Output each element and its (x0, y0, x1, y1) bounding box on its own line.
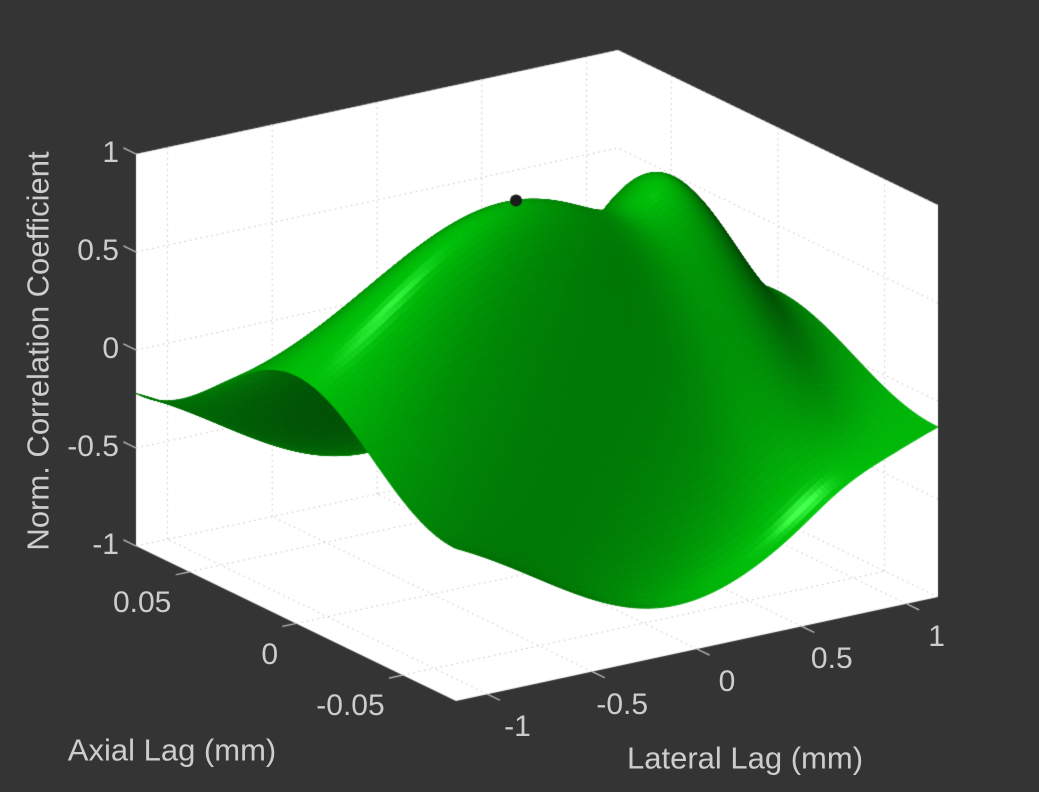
figure-stage: Norm. Correlation Coefficient Axial Lag … (0, 0, 1039, 792)
surface-plot-canvas (0, 0, 1039, 792)
figure-window: { "figure": { "background_color": "#3434… (0, 0, 1039, 792)
